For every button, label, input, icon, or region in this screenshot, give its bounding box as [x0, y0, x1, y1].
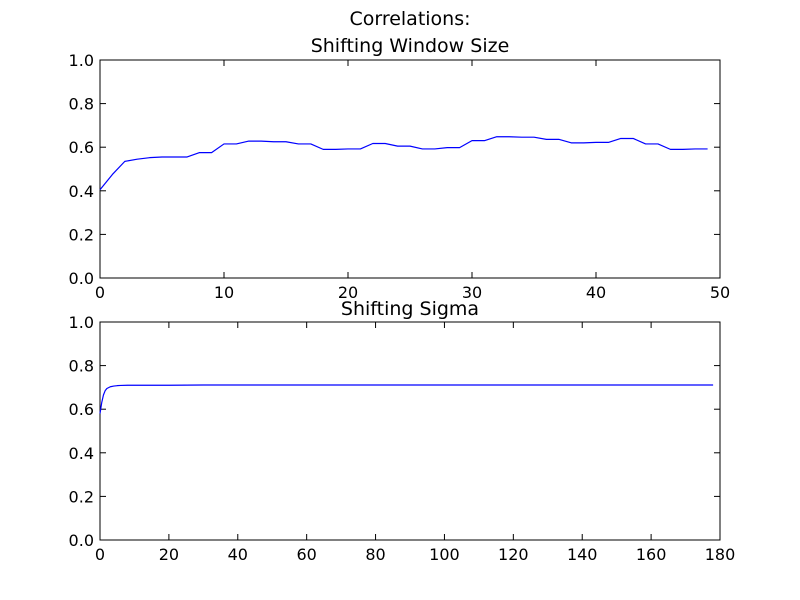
bottom-plot-y-tick-label: 0.8 [69, 357, 94, 376]
top-plot-series-line [99, 136, 708, 191]
bottom-plot-x-tick-label: 20 [159, 545, 179, 564]
bottom-plot-y-tick-label: 0.0 [69, 531, 94, 550]
plots-group: Correlations: Shifting Window Size 0 10 20 30… [69, 8, 736, 564]
bottom-plot-x-tick-label: 180 [705, 545, 736, 564]
bottom-plot-axes-frame [99, 321, 721, 541]
top-plot-x-tick-label: 20 [338, 283, 358, 302]
top-plot-y-tick-label: 0.2 [69, 225, 94, 244]
bottom-plot-title-line: Shifting Sigma [341, 298, 479, 320]
bottom-plot-x-tick-label: 60 [296, 545, 316, 564]
top-plot-title-line: Correlations: [349, 8, 470, 30]
bottom-plot-x-tick-label: 40 [228, 545, 248, 564]
bottom-plot-x-tick-label: 120 [498, 545, 529, 564]
bottom-plot-x-tick-label: 0 [95, 545, 105, 564]
bottom-plot-y-tick-label: 1.0 [69, 313, 94, 332]
top-plot-x-tick-label: 10 [214, 283, 234, 302]
bottom-plot-x-tick-label: 100 [429, 545, 460, 564]
bottom-plot: Shifting Sigma 0 20 40 60 80 100 120 140 160 180 0.… [69, 298, 736, 564]
bottom-plot-y-tick-label: 0.6 [69, 400, 94, 419]
top-plot-title-line: Shifting Window Size [311, 35, 510, 57]
top-plot-y-tick-label: 0.0 [69, 269, 94, 288]
top-plot: Correlations: Shifting Window Size 0 10 20 30… [69, 8, 731, 302]
bottom-plot-y-tick-label: 0.2 [69, 487, 94, 506]
top-plot-y-tick-label: 1.0 [69, 51, 94, 70]
top-plot-x-tick-label: 30 [462, 283, 482, 302]
bottom-plot-series-line [99, 384, 714, 414]
bottom-plot-x-tick-label: 140 [567, 545, 598, 564]
top-plot-y-tick-label: 0.4 [69, 182, 94, 201]
bottom-plot-x-tick-label: 160 [636, 545, 667, 564]
top-plot-y-tick-label: 0.6 [69, 138, 94, 157]
top-plot-y-tick-label: 0.8 [69, 95, 94, 114]
top-plot-x-tick-label: 40 [586, 283, 606, 302]
bottom-plot-x-tick-label: 80 [365, 545, 385, 564]
top-plot-x-tick-label: 0 [95, 283, 105, 302]
bottom-plot-y-tick-label: 0.4 [69, 444, 94, 463]
top-plot-x-tick-label: 50 [710, 283, 730, 302]
top-plot-axes-frame [99, 59, 721, 279]
